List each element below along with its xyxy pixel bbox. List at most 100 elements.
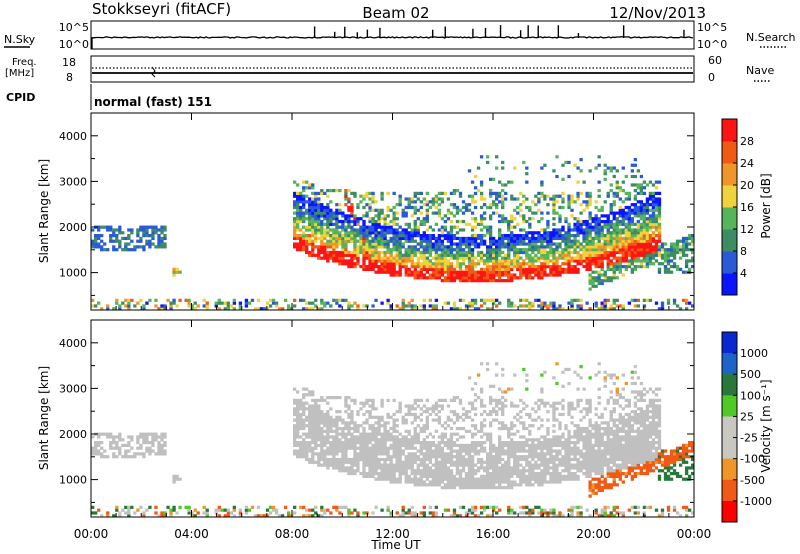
velocity-cell <box>473 432 478 436</box>
velocity-cell <box>510 441 514 445</box>
velocity-cell <box>109 432 113 436</box>
power-cell <box>591 248 595 252</box>
power-cell <box>618 188 622 193</box>
velocity-cell <box>302 514 306 518</box>
velocity-cell <box>425 452 429 456</box>
power-cell <box>495 253 499 257</box>
velocity-cell <box>434 483 439 487</box>
power-cell <box>588 225 592 229</box>
velocity-cell <box>329 426 333 431</box>
power-cell <box>341 219 345 224</box>
power-cell <box>305 245 309 249</box>
power-cell <box>591 259 595 263</box>
power-cell <box>401 208 405 212</box>
velocity-cell <box>386 438 390 442</box>
velocity-cell <box>362 469 366 473</box>
velocity-cell <box>476 457 481 462</box>
velocity-cell <box>528 455 532 459</box>
power-cell <box>642 214 647 218</box>
power-cell <box>627 245 631 249</box>
power-cell <box>537 219 541 224</box>
power-cell <box>401 259 405 263</box>
power-cell <box>597 155 601 159</box>
velocity-cell <box>350 443 354 448</box>
power-cell <box>428 242 432 246</box>
velocity-cell <box>368 424 372 428</box>
velocity-cell <box>371 401 375 405</box>
power-cell <box>597 273 601 277</box>
velocity-cell <box>374 469 378 473</box>
velocity-cell <box>305 446 309 450</box>
velocity-cell <box>401 466 405 470</box>
velocity-cell <box>320 395 324 400</box>
power-cell <box>386 298 390 302</box>
power-cell <box>522 228 526 232</box>
velocity-cell <box>274 508 279 512</box>
power-cell <box>112 234 116 238</box>
power-cell <box>603 256 607 260</box>
velocity-cell <box>516 412 520 417</box>
velocity-cell <box>377 443 381 448</box>
power-cell <box>612 214 616 218</box>
velocity-cell <box>305 455 309 459</box>
power-cell <box>377 250 381 255</box>
power-cell <box>392 245 396 249</box>
velocity-cell <box>317 443 321 448</box>
velocity-cell <box>443 471 448 476</box>
power-cell <box>591 239 595 243</box>
power-cell <box>332 239 336 243</box>
velocity-cell <box>299 441 303 445</box>
power-cell <box>431 267 435 271</box>
power-cell <box>654 205 659 210</box>
power-cell <box>531 242 535 246</box>
freq-label: Freq. <box>12 57 37 68</box>
power-cell <box>386 231 390 235</box>
power-cell <box>609 267 613 271</box>
velocity-cell <box>449 418 454 422</box>
power-cell <box>473 242 478 246</box>
power-cell <box>576 242 580 246</box>
power-cell <box>531 267 535 271</box>
power-cell <box>609 205 613 210</box>
power-cell <box>386 262 390 266</box>
power-cell <box>473 256 478 260</box>
velocity-cell <box>377 457 381 462</box>
velocity-cell <box>416 480 420 484</box>
power-cell <box>612 262 616 266</box>
velocity-cell <box>413 469 417 473</box>
velocity-cell <box>344 410 348 414</box>
power-cell <box>320 225 324 229</box>
velocity-cell <box>464 415 469 419</box>
velocity-cell <box>112 452 116 456</box>
power-cell <box>386 191 390 196</box>
velocity-cell <box>449 426 454 431</box>
velocity-cell <box>398 438 402 442</box>
velocity-cell <box>507 505 511 509</box>
power-cell <box>341 222 345 226</box>
power-cell <box>124 236 128 241</box>
power-cell <box>660 256 665 260</box>
power-cell <box>482 301 487 305</box>
velocity-cell <box>416 424 420 428</box>
velocity-cell <box>449 474 454 478</box>
power-cell <box>350 253 354 257</box>
power-cell <box>431 256 435 260</box>
velocity-cell <box>389 469 393 473</box>
velocity-cell <box>482 483 487 487</box>
power-cell <box>350 256 354 260</box>
power-cell <box>540 267 544 271</box>
power-cell <box>356 307 360 311</box>
power-cell <box>365 253 369 257</box>
power-cell <box>401 307 405 311</box>
power-cell <box>97 234 101 238</box>
power-cell <box>184 298 188 302</box>
power-cell <box>449 242 454 246</box>
velocity-cell <box>293 424 297 428</box>
power-cell <box>546 256 550 260</box>
power-cell <box>356 304 360 308</box>
velocity-cell <box>492 410 496 414</box>
velocity-cell <box>308 426 312 431</box>
velocity-cell <box>507 449 511 453</box>
power-cell <box>630 242 634 246</box>
power-cell <box>443 248 448 252</box>
